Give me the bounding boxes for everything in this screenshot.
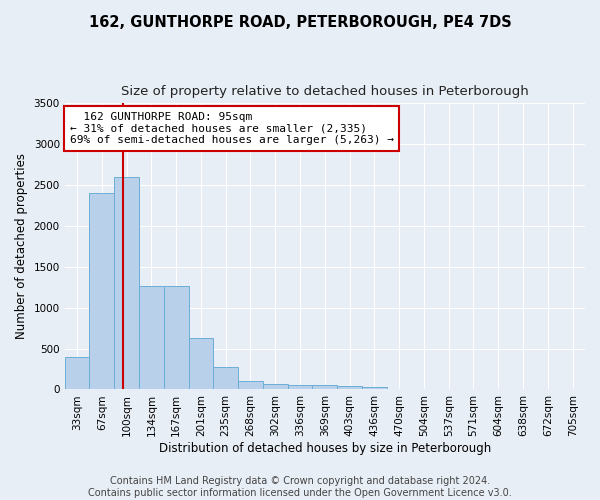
Bar [214,366,238,390]
Bar [263,384,287,390]
Bar [139,286,164,390]
Bar [313,385,337,390]
Bar [188,338,214,390]
Title: Size of property relative to detached houses in Peterborough: Size of property relative to detached ho… [121,85,529,98]
X-axis label: Distribution of detached houses by size in Peterborough: Distribution of detached houses by size … [159,442,491,455]
Bar [238,382,263,390]
Bar [287,385,313,390]
Text: 162, GUNTHORPE ROAD, PETERBOROUGH, PE4 7DS: 162, GUNTHORPE ROAD, PETERBOROUGH, PE4 7… [89,15,511,30]
Bar [362,387,387,390]
Bar [114,177,139,390]
Bar [65,357,89,390]
Y-axis label: Number of detached properties: Number of detached properties [15,154,28,340]
Bar [89,194,114,390]
Bar [164,286,188,390]
Text: Contains HM Land Registry data © Crown copyright and database right 2024.
Contai: Contains HM Land Registry data © Crown c… [88,476,512,498]
Bar [337,386,362,390]
Text: 162 GUNTHORPE ROAD: 95sqm
← 31% of detached houses are smaller (2,335)
69% of se: 162 GUNTHORPE ROAD: 95sqm ← 31% of detac… [70,112,394,145]
